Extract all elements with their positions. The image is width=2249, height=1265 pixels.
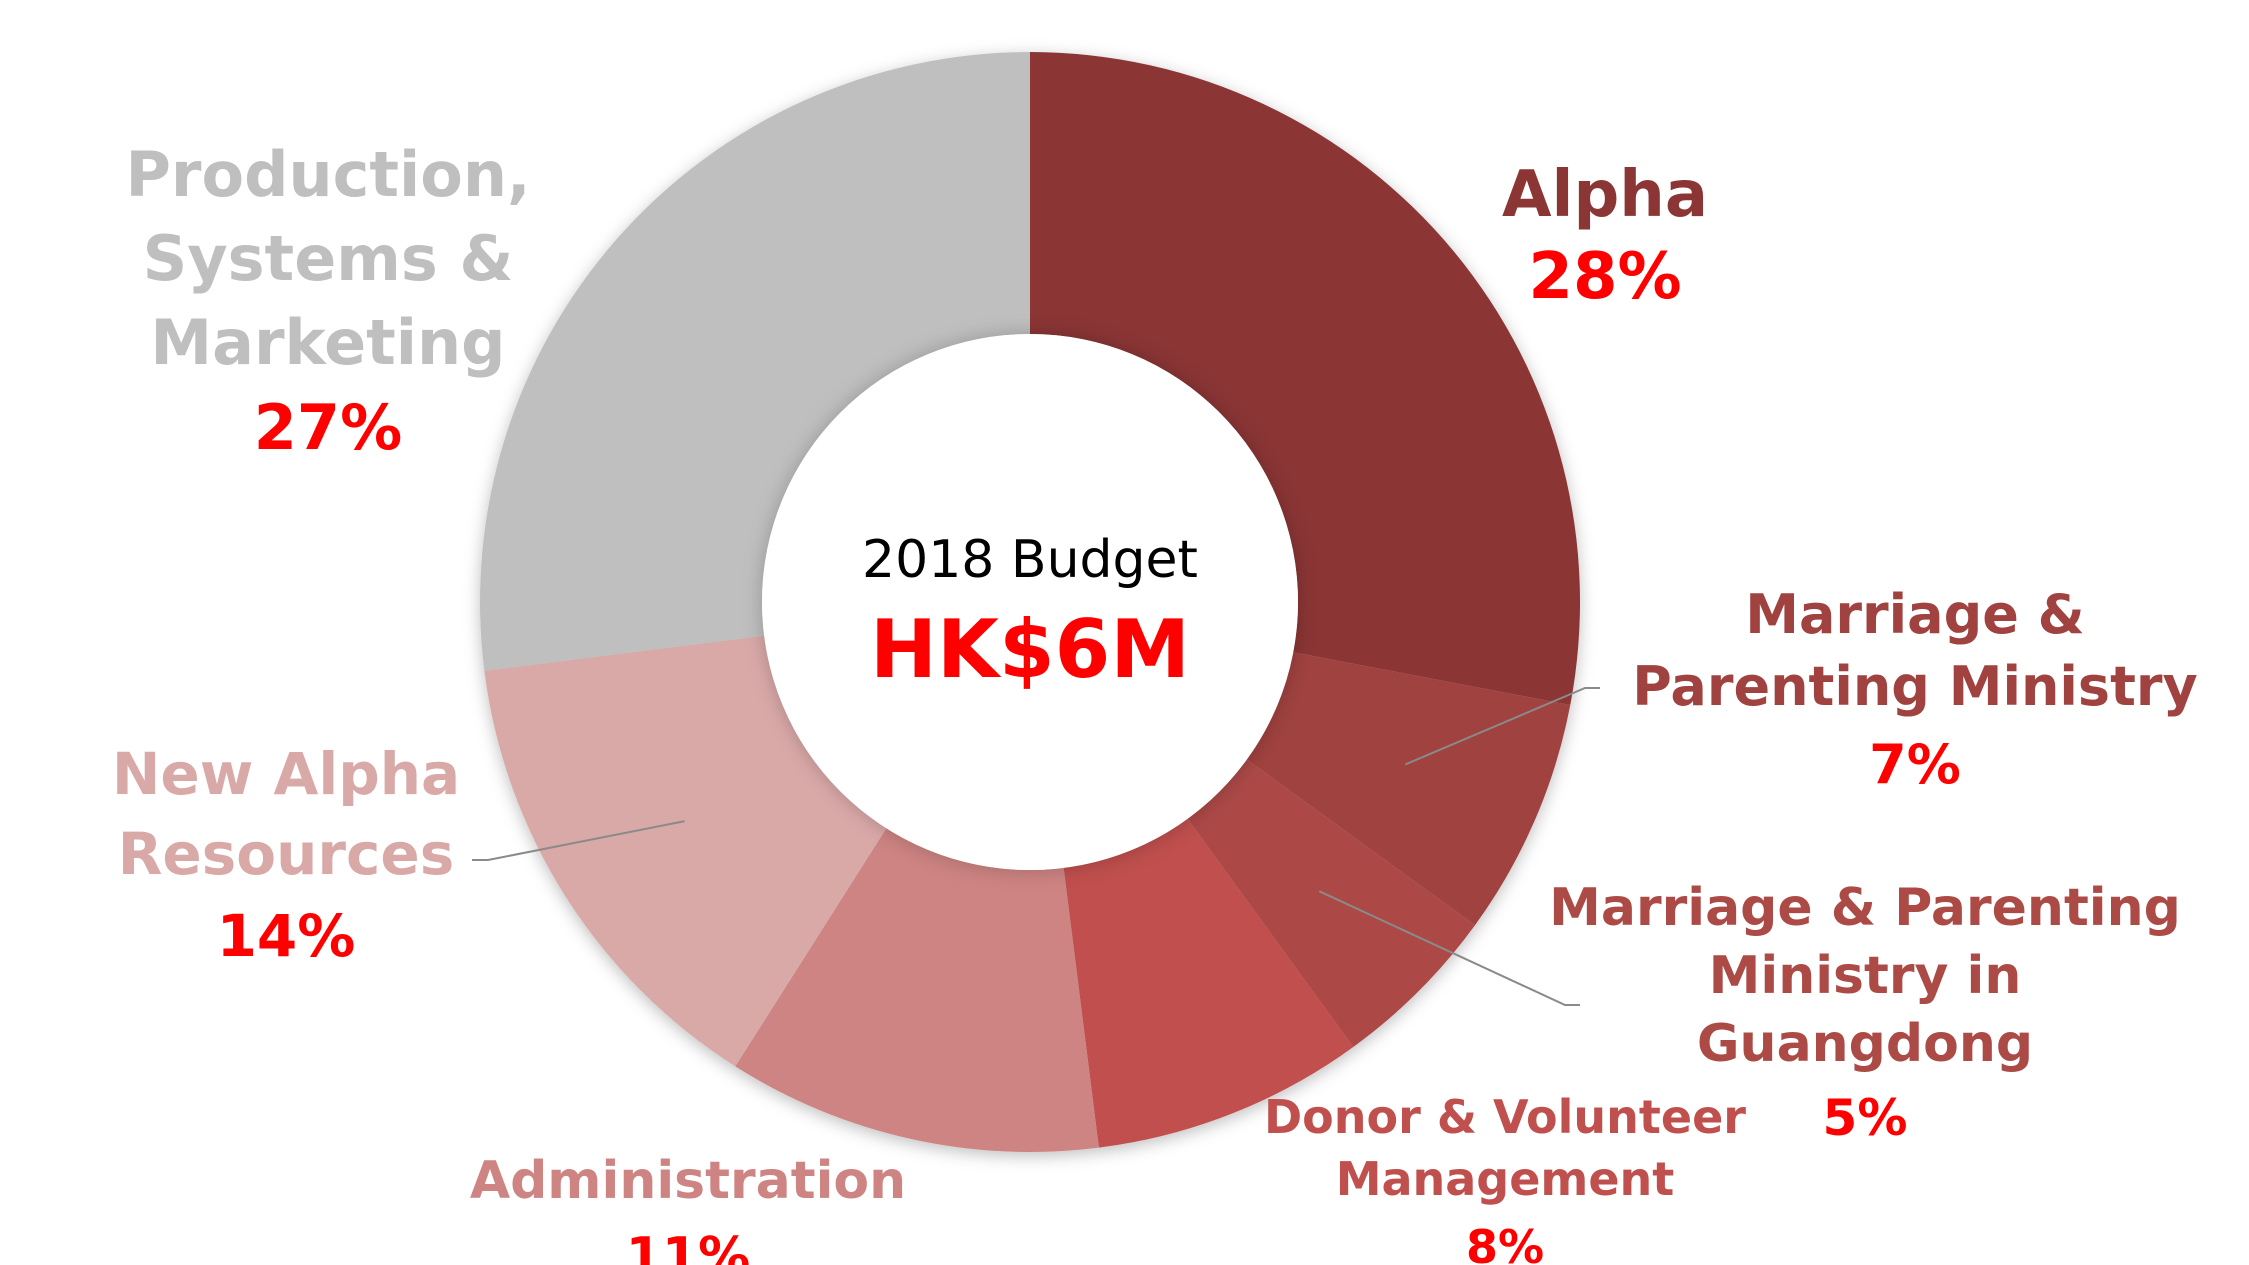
- slice-label-line: Marketing: [150, 306, 505, 379]
- slice-percent-3: 8%: [1466, 1220, 1544, 1265]
- slice-label-line: Marriage &: [1745, 583, 2085, 646]
- slice-label-0: Alpha: [1502, 158, 1708, 232]
- slice-percent-1: 7%: [1869, 733, 1961, 796]
- donut-slice-0: [1030, 52, 1581, 706]
- slice-label-6: Production, Systems & Marketing: [125, 138, 530, 379]
- slice-label-line: Alpha: [1502, 158, 1708, 232]
- leader-line-2: [1318, 890, 1580, 1006]
- slice-label-line: Guangdong: [1697, 1014, 2033, 1074]
- donut-slice-6: [480, 52, 1030, 671]
- slice-label-5: New Alpha Resources: [112, 740, 460, 888]
- donut-slice-5: [484, 635, 887, 1067]
- slice-label-line: Resources: [118, 820, 455, 888]
- slice-label-2: Marriage & Parenting Ministry in Guangdong: [1549, 878, 2181, 1074]
- slice-label-line: Production,: [125, 138, 530, 211]
- donut-slice-4: [735, 828, 1099, 1152]
- slice-label-line: Ministry in: [1709, 946, 2022, 1006]
- slice-label-line: Management: [1336, 1152, 1675, 1206]
- slice-label-line: Systems &: [143, 222, 514, 295]
- donut-slice-2: [1187, 759, 1475, 1047]
- slice-percent-4: 11%: [626, 1227, 750, 1265]
- slice-label-4: Administration: [470, 1151, 906, 1211]
- leader-line-5: [472, 820, 685, 861]
- slice-labels: Alpha 28% Marriage & Parenting Ministry 7% Ma…: [112, 138, 2198, 1265]
- leader-line-1: [1404, 687, 1600, 766]
- slice-percent-5: 14%: [217, 902, 356, 970]
- slice-label-line: Parenting Ministry: [1632, 655, 2197, 718]
- slice-label-line: Administration: [470, 1151, 906, 1211]
- slice-label-line: Donor & Volunteer: [1264, 1090, 1746, 1144]
- slice-label-line: New Alpha: [112, 740, 460, 808]
- slice-label-3: Donor & Volunteer Management: [1264, 1090, 1746, 1206]
- center-title: 2018 Budget: [862, 530, 1198, 590]
- leader-lines: [472, 687, 1600, 1006]
- slice-label-1: Marriage & Parenting Ministry: [1632, 583, 2197, 718]
- slice-label-line: Marriage & Parenting: [1549, 878, 2181, 938]
- donut-slice-3: [1063, 818, 1354, 1148]
- slice-percent-0: 28%: [1528, 240, 1681, 314]
- donut-slices: [480, 52, 1581, 1152]
- donut-slice-1: [1246, 652, 1571, 926]
- slice-percent-2: 5%: [1823, 1089, 1908, 1147]
- center-value: HK$6M: [870, 603, 1190, 696]
- donut-hole: [762, 334, 1298, 870]
- slice-percent-6: 27%: [254, 391, 402, 464]
